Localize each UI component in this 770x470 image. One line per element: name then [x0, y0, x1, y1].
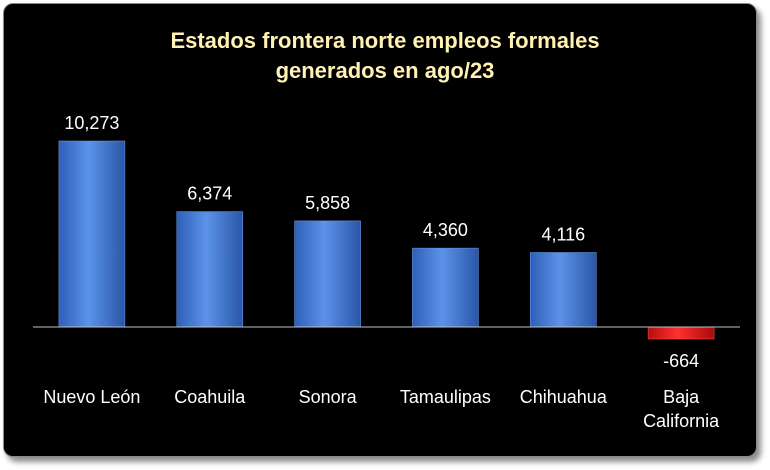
- bar-4: [530, 252, 597, 328]
- category-label-5-line-0: Baja: [663, 387, 700, 407]
- chart-title-line-1: Estados frontera norte empleos formales: [170, 28, 600, 53]
- category-label-5-line-1: California: [643, 411, 720, 431]
- value-label-0: 10,273: [64, 113, 119, 133]
- category-label-3: Tamaulipas: [400, 387, 491, 407]
- chart-frame: [3, 3, 757, 457]
- category-label-1: Coahuila: [174, 387, 246, 407]
- bar-1: [176, 211, 244, 328]
- bar-2: [294, 220, 361, 328]
- bar-5: [647, 326, 715, 340]
- value-label-2: 5,858: [305, 193, 350, 213]
- value-label-5: -664: [663, 351, 699, 371]
- category-label-2: Sonora: [299, 387, 358, 407]
- bar-3: [412, 247, 479, 328]
- bar-0: [58, 140, 126, 328]
- chart-title: Estados frontera norte empleos formales …: [0, 26, 770, 86]
- value-label-1: 6,374: [187, 184, 232, 204]
- value-label-3: 4,360: [423, 220, 468, 240]
- chart-title-line-2: generados en ago/23: [275, 58, 495, 83]
- category-label-0: Nuevo León: [43, 387, 140, 407]
- category-label-4: Chihuahua: [520, 387, 608, 407]
- value-label-4: 4,116: [541, 225, 585, 245]
